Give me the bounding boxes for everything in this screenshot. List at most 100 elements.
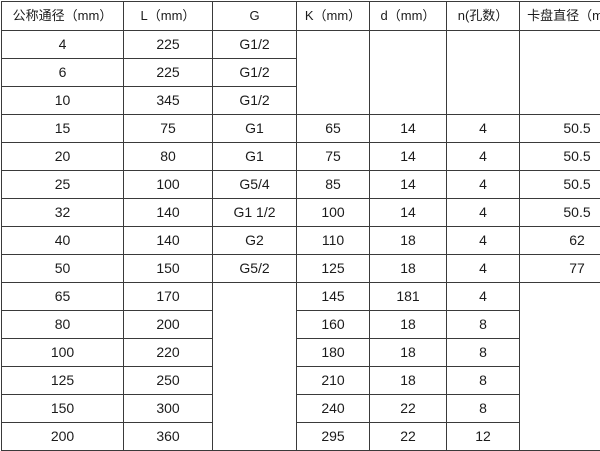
cell-chuck-diameter: 50.5 [520, 143, 600, 171]
cell-d-blank [370, 31, 447, 115]
cell-chuck-diameter-blank [520, 283, 600, 451]
cell-thread: G1 1/2 [213, 199, 297, 227]
cell-length: 150 [124, 255, 213, 283]
cell-nominal-diameter: 6 [2, 59, 124, 87]
cell-nominal-diameter: 100 [2, 339, 124, 367]
cell-thread: G5/4 [213, 171, 297, 199]
cell-k: 180 [297, 339, 370, 367]
table-row: 125 250 210 18 8 [2, 367, 600, 395]
cell-k: 65 [297, 115, 370, 143]
cell-length: 80 [124, 143, 213, 171]
cell-d: 22 [370, 423, 447, 451]
cell-chuck-diameter: 77 [520, 255, 600, 283]
cell-nominal-diameter: 15 [2, 115, 124, 143]
cell-hole-count: 4 [447, 115, 520, 143]
cell-d: 181 [370, 283, 447, 311]
cell-chuck-diameter: 62 [520, 227, 600, 255]
table-row: 150 300 240 22 8 [2, 395, 600, 423]
cell-d: 14 [370, 199, 447, 227]
cell-k: 100 [297, 199, 370, 227]
cell-nominal-diameter: 40 [2, 227, 124, 255]
cell-d: 22 [370, 395, 447, 423]
cell-k: 85 [297, 171, 370, 199]
cell-nominal-diameter: 10 [2, 87, 124, 115]
cell-length: 100 [124, 171, 213, 199]
cell-d: 14 [370, 115, 447, 143]
cell-length: 345 [124, 87, 213, 115]
table-header: 公称通径（mm） L（mm） G K（mm） d（mm） n(孔数） 卡盘直径（… [2, 2, 600, 31]
cell-hole-count: 4 [447, 227, 520, 255]
cell-nominal-diameter: 20 [2, 143, 124, 171]
cell-length: 170 [124, 283, 213, 311]
cell-k: 240 [297, 395, 370, 423]
cell-length: 225 [124, 59, 213, 87]
cell-hole-count: 8 [447, 311, 520, 339]
column-header-d: d（mm） [370, 2, 447, 31]
cell-d: 18 [370, 311, 447, 339]
cell-hole-count: 4 [447, 143, 520, 171]
table-row: 32 140 G1 1/2 100 14 4 50.5 [2, 199, 600, 227]
cell-d: 18 [370, 339, 447, 367]
table-row: 40 140 G2 110 18 4 62 [2, 227, 600, 255]
cell-k: 210 [297, 367, 370, 395]
table-row: 80 200 160 18 8 [2, 311, 600, 339]
cell-k: 160 [297, 311, 370, 339]
cell-chuck-diameter: 50.5 [520, 171, 600, 199]
cell-k: 145 [297, 283, 370, 311]
cell-thread: G1/2 [213, 87, 297, 115]
cell-thread: G1 [213, 143, 297, 171]
cell-length: 250 [124, 367, 213, 395]
column-header-nominal-diameter: 公称通径（mm） [2, 2, 124, 31]
cell-chuck-diameter-blank [520, 31, 600, 115]
cell-chuck-diameter: 50.5 [520, 115, 600, 143]
table-row: 20 80 G1 75 14 4 50.5 [2, 143, 600, 171]
cell-k: 125 [297, 255, 370, 283]
cell-nominal-diameter: 50 [2, 255, 124, 283]
column-header-k: K（mm） [297, 2, 370, 31]
cell-nominal-diameter: 125 [2, 367, 124, 395]
cell-k: 295 [297, 423, 370, 451]
cell-k-blank [297, 31, 370, 115]
cell-k: 75 [297, 143, 370, 171]
column-header-thread: G [213, 2, 297, 31]
cell-thread: G1/2 [213, 59, 297, 87]
cell-hole-count: 8 [447, 395, 520, 423]
cell-nominal-diameter: 4 [2, 31, 124, 59]
cell-nominal-diameter: 65 [2, 283, 124, 311]
cell-nominal-diameter: 32 [2, 199, 124, 227]
cell-thread: G5/2 [213, 255, 297, 283]
cell-hole-count-blank [447, 31, 520, 115]
cell-nominal-diameter: 150 [2, 395, 124, 423]
cell-nominal-diameter: 200 [2, 423, 124, 451]
cell-thread: G1 [213, 115, 297, 143]
cell-d: 18 [370, 227, 447, 255]
cell-thread: G2 [213, 227, 297, 255]
table-row: 4 225 G1/2 [2, 31, 600, 59]
cell-length: 220 [124, 339, 213, 367]
cell-thread-blank [213, 283, 297, 451]
cell-length: 225 [124, 31, 213, 59]
cell-d: 18 [370, 367, 447, 395]
cell-length: 300 [124, 395, 213, 423]
cell-length: 140 [124, 227, 213, 255]
table-row: 25 100 G5/4 85 14 4 50.5 [2, 171, 600, 199]
cell-hole-count: 4 [447, 199, 520, 227]
header-row: 公称通径（mm） L（mm） G K（mm） d（mm） n(孔数） 卡盘直径（… [2, 2, 600, 31]
cell-hole-count: 4 [447, 255, 520, 283]
cell-hole-count: 4 [447, 171, 520, 199]
table-row: 50 150 G5/2 125 18 4 77 [2, 255, 600, 283]
cell-length: 360 [124, 423, 213, 451]
column-header-chuck-diameter: 卡盘直径（mm） [520, 2, 600, 31]
table-row: 100 220 180 18 8 [2, 339, 600, 367]
cell-hole-count: 8 [447, 367, 520, 395]
cell-hole-count: 4 [447, 283, 520, 311]
cell-nominal-diameter: 25 [2, 171, 124, 199]
cell-hole-count: 8 [447, 339, 520, 367]
table-row: 15 75 G1 65 14 4 50.5 [2, 115, 600, 143]
cell-chuck-diameter: 50.5 [520, 199, 600, 227]
cell-d: 14 [370, 171, 447, 199]
cell-nominal-diameter: 80 [2, 311, 124, 339]
table-body: 4 225 G1/2 6 225 G1/2 10 345 G1/2 15 75 [2, 31, 600, 451]
cell-hole-count: 12 [447, 423, 520, 451]
